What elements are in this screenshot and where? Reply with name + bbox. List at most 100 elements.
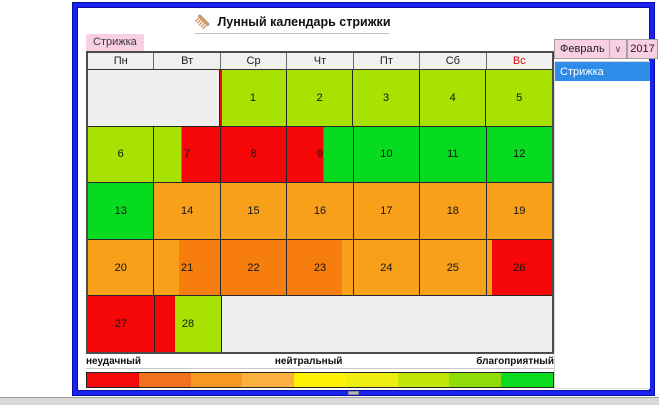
- calendar-week-4: 20 21 22 23 24 25 26: [88, 239, 552, 297]
- scale-segment: [138, 373, 191, 387]
- scale-segment: [345, 373, 398, 387]
- day-cell-8: 8: [220, 126, 288, 183]
- day-number: 8: [250, 148, 257, 161]
- weekday-header-Сб: Сб: [420, 53, 487, 69]
- day-cell-3: 3: [353, 70, 420, 126]
- day-cell-27: 27: [88, 296, 155, 352]
- chevron-down-icon[interactable]: ∨: [609, 40, 626, 58]
- legend-label-bad: неудачный: [86, 356, 141, 367]
- day-number: 7: [184, 148, 191, 161]
- scale-segment: [294, 373, 346, 387]
- day-number: 21: [181, 261, 194, 274]
- day-number: 22: [247, 261, 260, 274]
- day-number: 5: [516, 91, 523, 104]
- window-content: Лунный календарь стрижки Стрижка Пн Вт Ср Ч…: [79, 9, 658, 389]
- day-cell-10: 10: [353, 126, 421, 183]
- day-cell-9: 9: [287, 126, 354, 183]
- day-number: 3: [383, 91, 390, 104]
- day-number: 27: [114, 318, 128, 331]
- scale-segment: [501, 373, 554, 387]
- weekday-header-Вс: Вс: [512, 55, 526, 67]
- day-cell-28: 28: [155, 296, 222, 352]
- day-cell-12: 12: [486, 126, 552, 183]
- day-number: 10: [380, 148, 393, 161]
- day-number: 15: [247, 204, 260, 217]
- day-cell-21: 21: [154, 239, 221, 296]
- weekday-header-Вт: Вт: [154, 53, 221, 69]
- day-number: 14: [181, 204, 194, 217]
- scale-segment: [87, 373, 139, 387]
- scale-segment: [190, 373, 243, 387]
- legend-label-good: благоприятный: [476, 356, 554, 367]
- calendar-grid: Пн Вт Ср Чт Пт Сб Вс 1 2 3 4 5 6 7 8 9 10 11 12 13 14 15 16 17…: [86, 51, 554, 354]
- calendar-week-3: 13 14 15 16 17 18 19: [88, 183, 552, 240]
- day-number: 16: [313, 204, 327, 217]
- day-cell-24: 24: [353, 239, 421, 296]
- day-cell-22: 22: [220, 239, 288, 296]
- weekday-header-Ср: Ср: [221, 53, 288, 69]
- day-number: 25: [446, 261, 459, 274]
- day-number: 9: [316, 148, 324, 161]
- day-number: 11: [447, 148, 459, 161]
- day-cell-14: 14: [154, 183, 221, 239]
- weekday-header-row: Пн Вт Ср Чт Пт Сб Вс: [88, 53, 552, 70]
- day-number: 4: [449, 91, 456, 104]
- day-number: 20: [114, 261, 127, 274]
- day-number: 12: [513, 148, 526, 161]
- day-number: 28: [181, 318, 195, 331]
- day-number: 13: [114, 204, 127, 217]
- day-cell-13: 13: [88, 183, 155, 239]
- year-field[interactable]: 2017: [627, 39, 658, 59]
- day-cell-5: 5: [486, 70, 553, 126]
- scale-segment: [449, 373, 502, 387]
- day-cell-2: 2: [286, 70, 354, 126]
- month-select-value: Февраль: [560, 43, 605, 55]
- category-listbox: Стрижка: [554, 61, 650, 389]
- weekday-header-Чт: Чт: [287, 53, 354, 69]
- calendar-week-1: 1 2 3 4 5: [88, 70, 553, 127]
- day-cell-25: 25: [420, 239, 487, 296]
- day-cell-19: 19: [486, 183, 552, 239]
- page-title-block: Лунный календарь стрижки: [193, 10, 391, 34]
- month-select[interactable]: Февраль ∨: [554, 39, 627, 59]
- day-number: 26: [513, 261, 526, 274]
- day-cell-16: 16: [287, 183, 354, 239]
- scale-segment: [242, 373, 295, 387]
- scale-segment: [397, 373, 450, 387]
- day-number: 17: [380, 204, 393, 217]
- legend-color-scale: [86, 372, 554, 388]
- resize-grip[interactable]: [348, 391, 359, 395]
- taskbar-strip: [0, 397, 659, 405]
- page-title: Лунный календарь стрижки: [217, 14, 391, 29]
- day-cell-15: 15: [220, 183, 288, 239]
- day-cell-1: 1: [220, 70, 287, 126]
- legend-labels: неудачный нейтральный благоприятный: [86, 356, 554, 369]
- day-cell-7: 7: [154, 126, 221, 183]
- day-cell-20: 20: [88, 239, 155, 296]
- empty-cell: [222, 296, 552, 352]
- day-cell-17: 17: [353, 183, 421, 239]
- comb-icon: [193, 13, 211, 31]
- calendar-week-2: 6 7 8 9 10 11 12: [88, 126, 552, 184]
- calendar-week-5: 27 28: [88, 296, 552, 352]
- day-number: 6: [117, 148, 124, 161]
- day-number: 24: [380, 261, 393, 274]
- empty-cell: [88, 70, 221, 126]
- list-item-Стрижка[interactable]: Стрижка: [555, 62, 650, 81]
- day-cell-23: 23: [287, 239, 354, 296]
- app-window: Лунный календарь стрижки Стрижка Пн Вт Ср Ч…: [73, 3, 658, 395]
- day-number: 18: [446, 204, 459, 217]
- day-cell-4: 4: [419, 70, 487, 126]
- day-number: 1: [249, 91, 256, 104]
- day-cell-26: 26: [486, 239, 552, 296]
- tab-strizhka[interactable]: Стрижка: [86, 34, 144, 51]
- day-number: 23: [313, 261, 327, 274]
- day-cell-18: 18: [420, 183, 487, 239]
- weekday-header-Пт: Пт: [354, 53, 421, 69]
- day-cell-11: 11: [420, 126, 487, 183]
- day-number: 19: [513, 204, 526, 217]
- day-cell-6: 6: [88, 126, 155, 183]
- day-number: 2: [316, 91, 323, 104]
- weekday-header-Пн: Пн: [88, 53, 155, 69]
